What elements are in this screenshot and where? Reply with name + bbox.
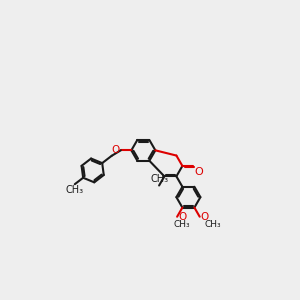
Text: O: O bbox=[178, 212, 186, 222]
Text: O: O bbox=[194, 167, 203, 177]
Text: O: O bbox=[201, 212, 209, 222]
Text: O: O bbox=[112, 145, 120, 155]
Text: CH₃: CH₃ bbox=[205, 220, 221, 229]
Text: CH₃: CH₃ bbox=[173, 220, 190, 229]
Text: CH₃: CH₃ bbox=[150, 174, 168, 184]
Text: CH₃: CH₃ bbox=[66, 185, 84, 195]
